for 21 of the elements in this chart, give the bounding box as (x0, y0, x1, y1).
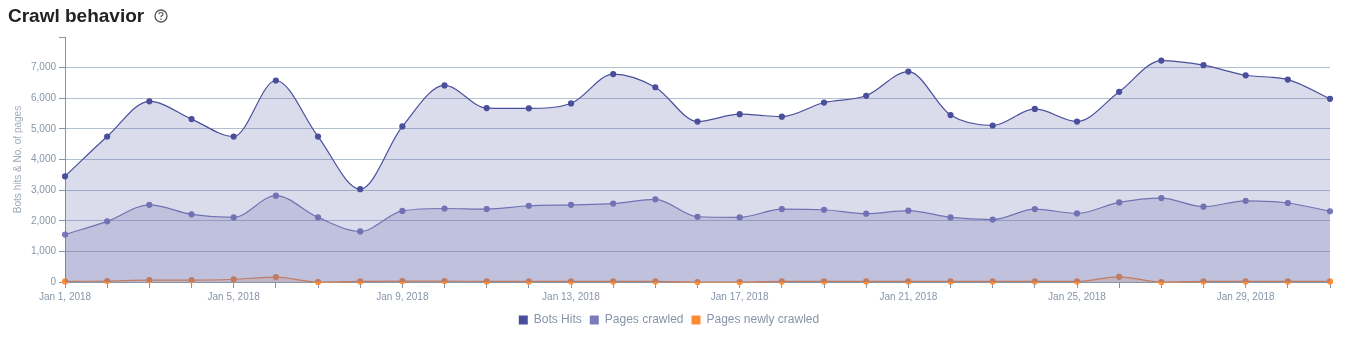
x-tick-label: Jan 17, 2018 (710, 290, 770, 302)
y-tick-label: 4,000 (30, 153, 57, 165)
y-tick-label: 6,000 (30, 92, 57, 103)
x-tick-label: Jan 1, 2018 (38, 290, 92, 302)
legend-label: Pages newly crawled (706, 312, 820, 327)
x-tick-label: Jan 25, 2018 (1048, 290, 1107, 302)
x-tick-label: Jan 29, 2018 (1216, 290, 1276, 302)
x-tick-label: Jan 21, 2018 (879, 290, 938, 302)
x-tick-label: Jan 9, 2018 (376, 290, 429, 302)
y-tick-label: 2,000 (30, 214, 57, 226)
legend-label: Bots Hits (533, 312, 582, 327)
y-tick-label: 3,000 (30, 183, 57, 195)
legend-label: Pages crawled (604, 312, 684, 327)
y-tick-label: 0 (50, 275, 57, 287)
y-axis-title: Bots hits & No. of pages (11, 105, 23, 214)
x-tick-label: Jan 5, 2018 (207, 290, 261, 302)
x-tick-label: Jan 13, 2018 (542, 290, 601, 302)
y-tick-label: 5,000 (30, 122, 57, 134)
chart-title: Crawl behavior (8, 5, 145, 27)
y-tick-label: 7,000 (30, 61, 57, 73)
y-tick-label: 1,000 (30, 245, 57, 257)
